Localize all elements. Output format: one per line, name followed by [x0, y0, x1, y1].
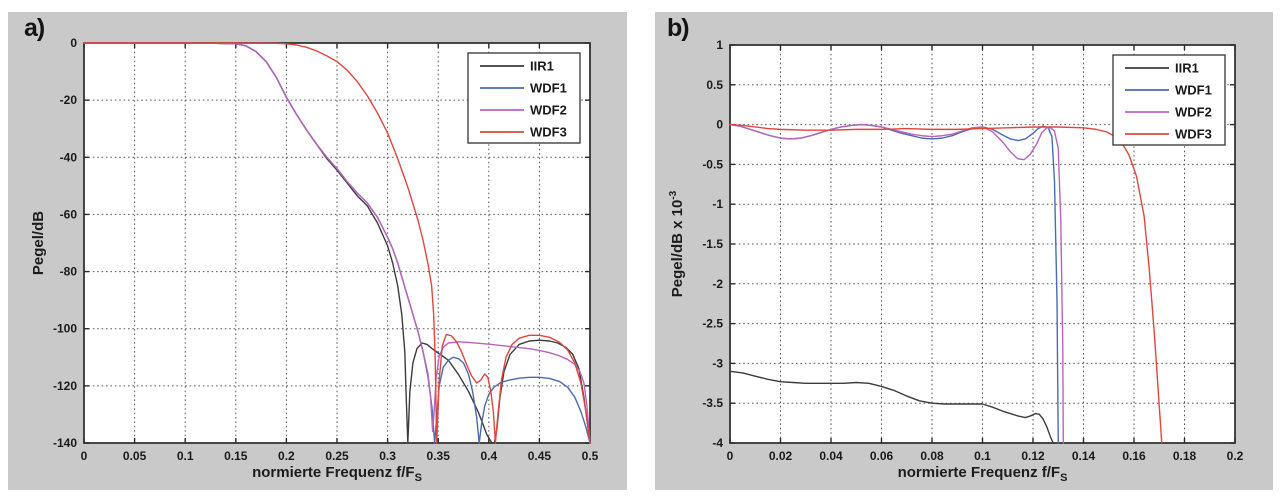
chart-svg-1: 0 0.02 0.04 0.06 0.08 0.1 0.12 0.14 0.16 0.18 0.2 1… [702, 38, 1243, 463]
tick-label-x: 0.02 [769, 449, 793, 463]
tick-label-y: -1.5 [702, 237, 723, 251]
series-group [729, 123, 1163, 444]
tick-labels: 0 0.05 0.1 0.15 0.2 0.25 0.3 0.35 0.4 0.45 0.5 0 -20… [53, 36, 599, 463]
tick-labels: 0 0.02 0.04 0.06 0.08 0.1 0.12 0.14 0.16 0.18 0.2 1… [702, 38, 1243, 463]
tick-label-y: -3 [712, 356, 723, 370]
tick-label-x: 0.04 [819, 449, 843, 463]
tick-label-x: 0.3 [379, 449, 396, 463]
tick-label-x: 0.15 [224, 449, 248, 463]
tick-label-y: -3.5 [702, 396, 723, 410]
tick-label-x: 0.16 [1122, 449, 1146, 463]
tick-label-x: 0.05 [123, 449, 147, 463]
legend-label-IIR1: IIR1 [530, 59, 554, 74]
tick-label-x: 0 [727, 449, 734, 463]
tick-label-y: -140 [53, 436, 77, 450]
panel-b: b) 0 0.02 0.04 0.06 0.08 0.1 0.12 0.14 0.16 0.18 0… [655, 12, 1273, 490]
series-WDF2 [729, 123, 1064, 444]
legend-label-IIR1: IIR1 [1175, 61, 1199, 76]
legend: IIR1 WDF1 WDF2 WDF3 [1112, 54, 1226, 146]
ylabel-text-b: Pegel/dB x 10 [669, 199, 686, 298]
tick-marks [729, 44, 1236, 444]
xlabel-sub-b: S [1060, 472, 1068, 484]
tick-label-x: 0.18 [1173, 449, 1197, 463]
tick-label-y: 0.5 [706, 78, 723, 92]
tick-label-x: 0.12 [1021, 449, 1045, 463]
legend: IIR1 WDF1 WDF2 WDF3 [467, 52, 581, 144]
legend-label-WDF1: WDF1 [1175, 83, 1212, 98]
tick-label-x: 0.4 [480, 449, 497, 463]
y-axis-label-a: Pegel/dB [29, 211, 47, 275]
series-WDF3 [729, 123, 1163, 444]
tick-label-x: 0.14 [1072, 449, 1096, 463]
tick-label-y: 1 [716, 38, 723, 52]
legend-label-WDF2: WDF2 [1175, 105, 1212, 120]
panel-a-label: a) [24, 14, 45, 42]
grid [84, 43, 590, 443]
tick-label-x: 0.08 [920, 449, 944, 463]
tick-label-x: 0.35 [427, 449, 451, 463]
series-WDF2 [83, 42, 591, 444]
legend-box [467, 52, 581, 144]
legend-label-WDF3: WDF3 [530, 125, 567, 140]
chart-svg-0: 0 0.05 0.1 0.15 0.2 0.25 0.3 0.35 0.4 0.45 0.5 0 -20… [53, 36, 599, 463]
tick-marks [83, 42, 591, 444]
xlabel-text-b: normierte Frequenz f/F [897, 464, 1061, 481]
chart-a: 0 0.05 0.1 0.15 0.2 0.25 0.3 0.35 0.4 0.45 0.5 0 -20… [8, 12, 627, 490]
tick-label-y: -2.5 [702, 317, 723, 331]
series-WDF3 [83, 42, 591, 444]
tick-label-y: -120 [53, 379, 77, 393]
tick-label-y: -60 [60, 207, 78, 221]
chart-b: 0 0.02 0.04 0.06 0.08 0.1 0.12 0.14 0.16 0.18 0.2 1… [655, 12, 1273, 490]
series-group [83, 42, 591, 444]
x-axis-label-b: normierte Frequenz f/FS [730, 464, 1235, 484]
panel-b-label: b) [667, 14, 690, 42]
tick-label-x: 0.1 [974, 449, 991, 463]
tick-label-y: -4 [712, 436, 723, 450]
xlabel-text-a: normierte Frequenz f/F [252, 464, 415, 481]
tick-label-x: 0.1 [177, 449, 194, 463]
x-axis-label-a: normierte Frequenz f/FS [84, 464, 590, 484]
y-axis-label-b: Pegel/dB x 10-3 [668, 191, 686, 297]
tick-label-x: 0 [81, 449, 88, 463]
tick-label-y: -0.5 [702, 157, 723, 171]
xlabel-sub-a: S [414, 472, 422, 484]
tick-label-x: 0.5 [582, 449, 599, 463]
ylabel-sup-b: -3 [668, 190, 679, 200]
tick-label-y: -100 [53, 322, 77, 336]
series-IIR1 [729, 370, 1054, 444]
tick-label-y: 0 [70, 36, 77, 50]
tick-label-y: -1 [712, 197, 723, 211]
tick-label-x: 0.25 [325, 449, 349, 463]
panel-a: a) 0 0.05 0.1 0.15 0.2 0.25 0.3 0.35 0.4 0.45 0.5 0… [8, 12, 627, 490]
tick-label-x: 0.2 [1227, 449, 1244, 463]
tick-label-y: 0 [716, 118, 723, 132]
legend-box [1112, 54, 1226, 146]
legend-label-WDF3: WDF3 [1175, 127, 1212, 142]
tick-label-y: -40 [60, 150, 78, 164]
legend-label-WDF2: WDF2 [530, 103, 567, 118]
tick-label-y: -20 [60, 93, 78, 107]
tick-label-x: 0.06 [870, 449, 894, 463]
tick-label-y: -2 [712, 277, 723, 291]
ylabel-text-a: Pegel/dB [30, 210, 47, 276]
legend-label-WDF1: WDF1 [530, 81, 567, 96]
tick-label-y: -80 [60, 265, 78, 279]
tick-label-x: 0.45 [528, 449, 552, 463]
tick-label-x: 0.2 [278, 449, 295, 463]
